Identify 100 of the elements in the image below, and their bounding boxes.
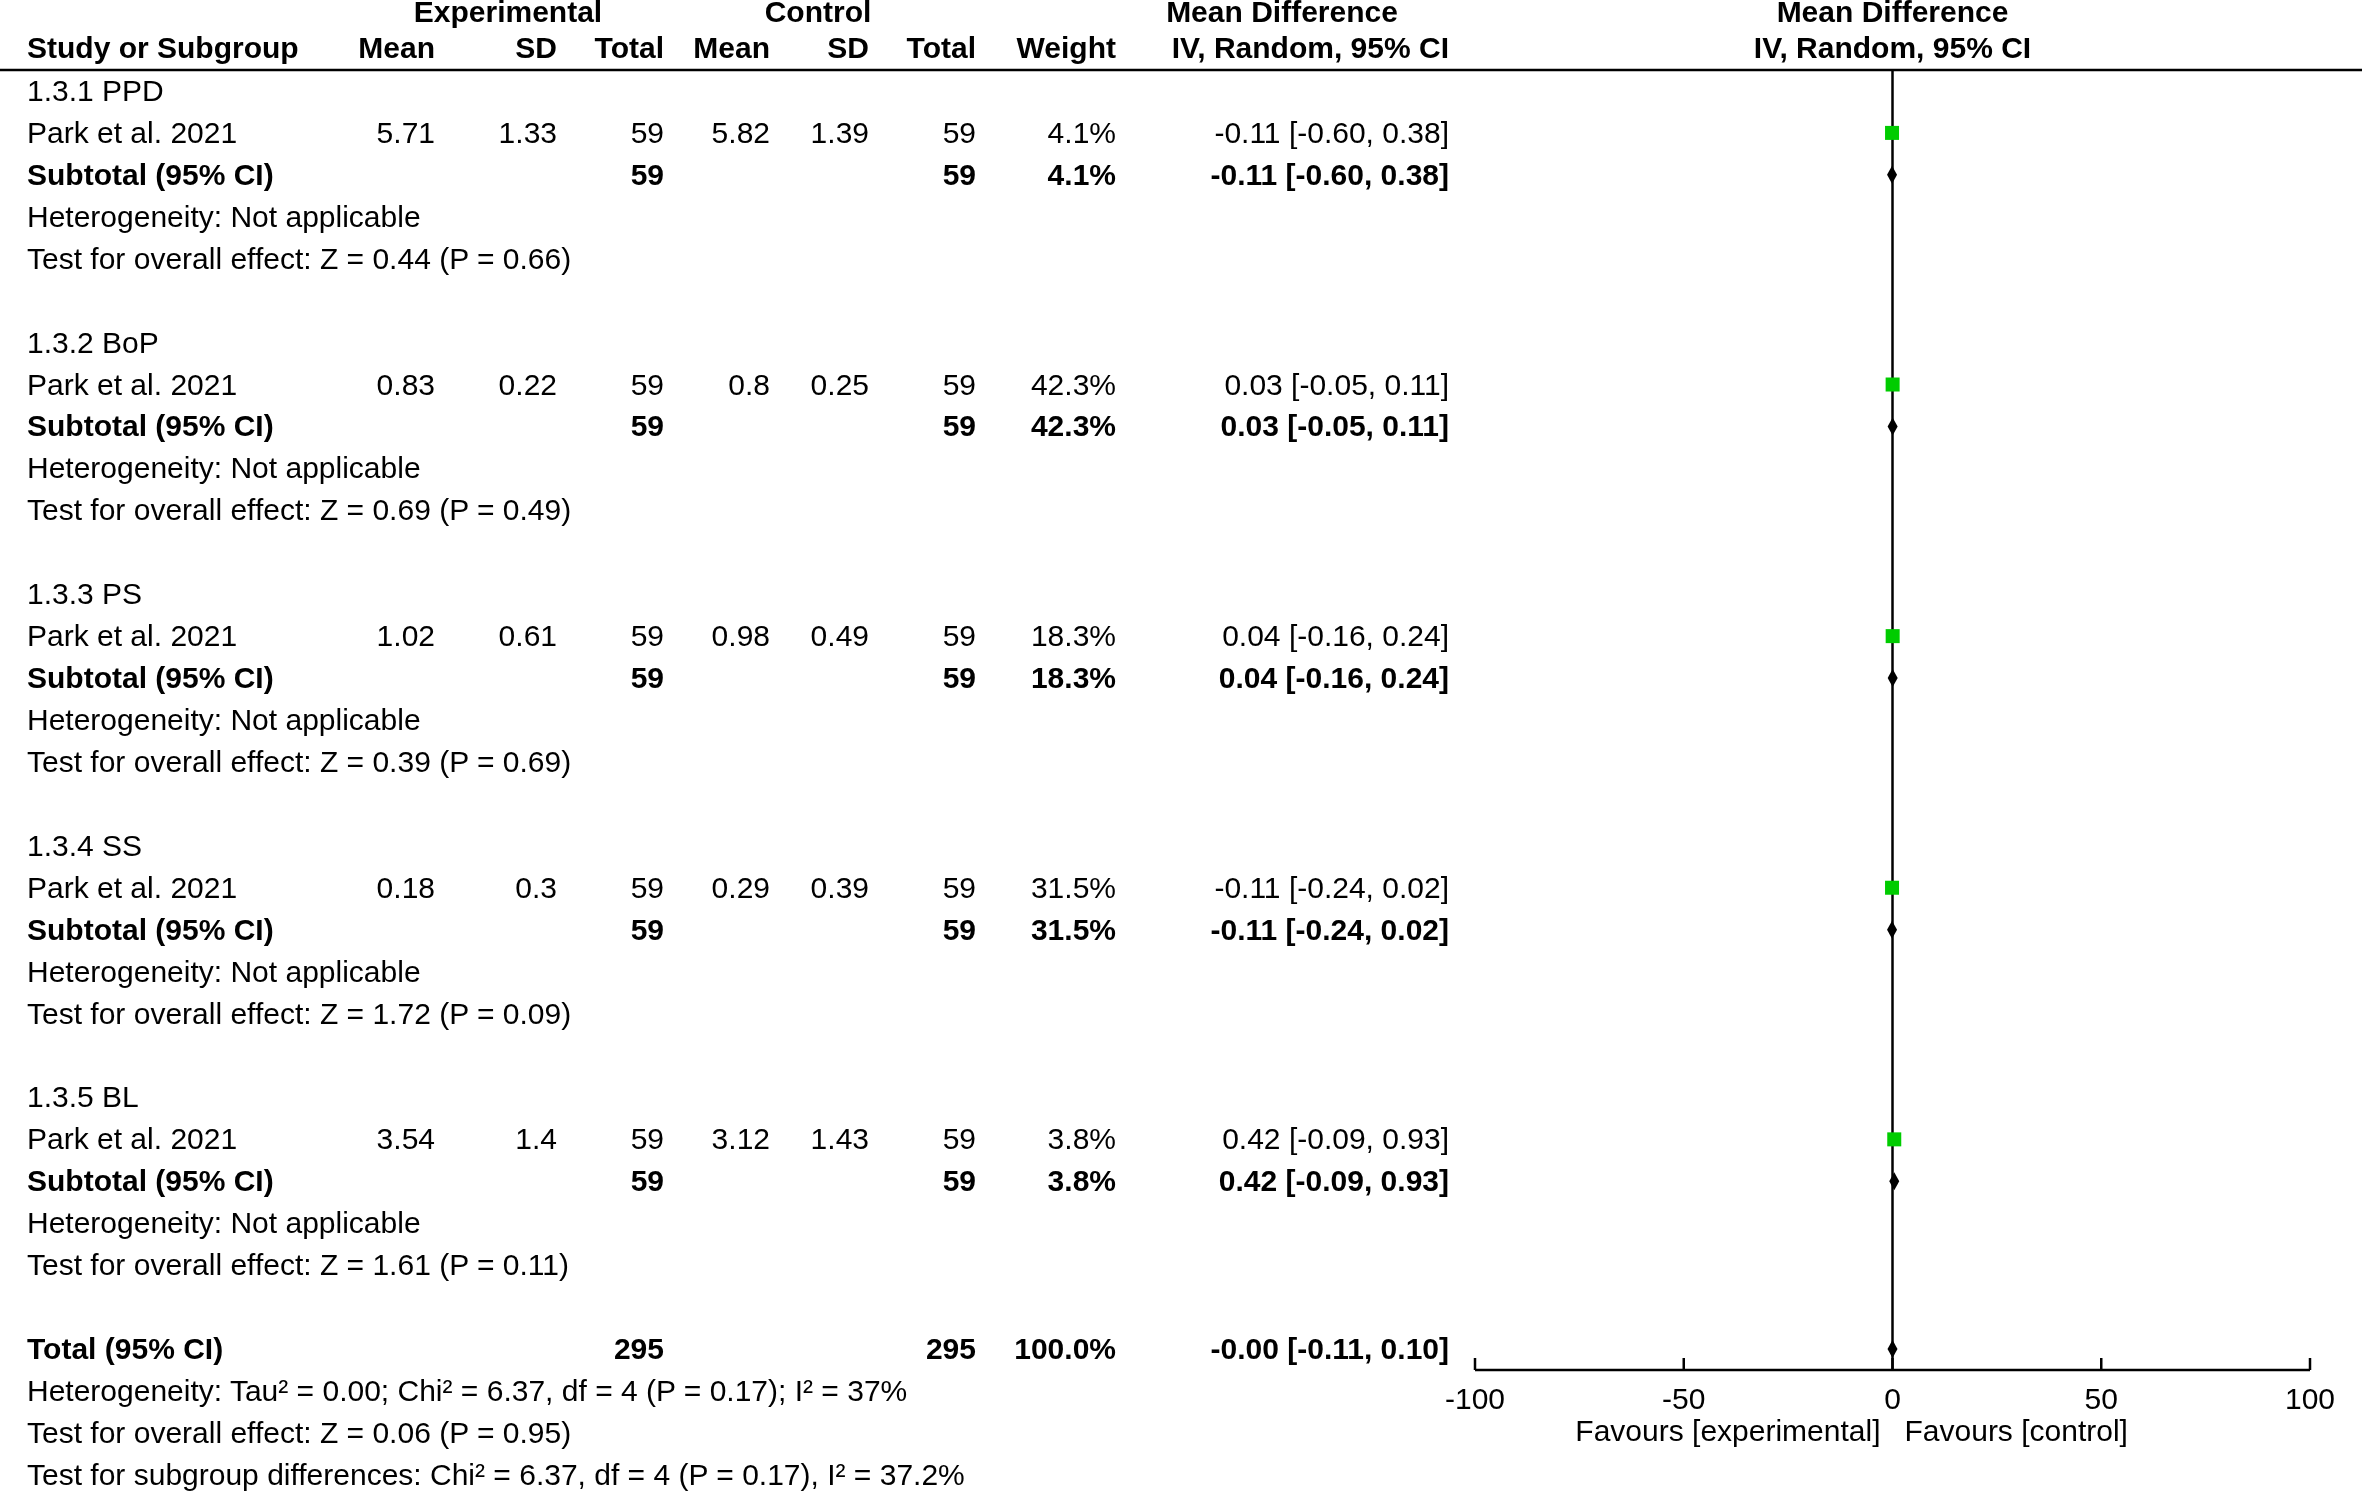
- text: 31.5%: [1030, 912, 1116, 946]
- text: 0.42 [-0.09, 0.93]: [1218, 1164, 1449, 1198]
- text: 3.8%: [1047, 1122, 1116, 1156]
- text: 59: [630, 409, 664, 443]
- text: Test for overall effect: Z = 0.69 (P = 0.49): [27, 493, 572, 527]
- text: Test for overall effect: Z = 1.72 (P = 0.09): [27, 996, 572, 1030]
- x-tick-label: 50: [2084, 1382, 2118, 1415]
- text: -0.11 [-0.24, 0.02]: [1210, 912, 1449, 946]
- text: 18.3%: [1030, 661, 1116, 695]
- text: 59: [630, 367, 664, 401]
- chart-subtitle: IV, Random, 95% CI: [1753, 31, 2032, 64]
- text: 5.82: [711, 115, 770, 149]
- text: 295: [613, 1332, 664, 1366]
- text: Subtotal (95% CI): [27, 1164, 274, 1198]
- text: 0.61: [498, 619, 557, 653]
- text: 1.3.2 BoP: [27, 325, 159, 359]
- text: 0.22: [498, 367, 557, 401]
- text: Total (95% CI): [27, 1332, 224, 1366]
- category-label: Study or Subgroup: [27, 31, 299, 64]
- text: 0.04 [-0.16, 0.24]: [1218, 661, 1449, 695]
- text: Favours [control]: [1904, 1414, 2128, 1447]
- text: 1.4: [515, 1122, 557, 1156]
- x-tick-label: -50: [1662, 1382, 1706, 1415]
- text: Experimental: [413, 0, 603, 28]
- text: 295: [925, 1332, 976, 1366]
- text: Subtotal (95% CI): [27, 912, 274, 946]
- text: Park et al. 2021: [27, 1122, 238, 1156]
- text: 1.39: [810, 115, 869, 149]
- text: 59: [630, 619, 664, 653]
- text: Test for overall effect: Z = 0.44 (P = 0.66): [27, 241, 572, 275]
- text: -0.00 [-0.11, 0.10]: [1210, 1332, 1449, 1366]
- text: Heterogeneity: Not applicable: [27, 703, 421, 736]
- text: 0.8: [728, 367, 770, 401]
- category-label: SD: [515, 31, 557, 64]
- text: 0.04 [-0.16, 0.24]: [1222, 619, 1449, 653]
- text: 59: [942, 619, 976, 653]
- text: Heterogeneity: Not applicable: [27, 199, 421, 233]
- text: 59: [942, 1122, 976, 1156]
- text: 59: [942, 912, 976, 946]
- text: 59: [942, 409, 976, 443]
- category-label: Weight: [1016, 31, 1117, 64]
- text: 59: [630, 870, 664, 904]
- text: Subtotal (95% CI): [27, 661, 274, 695]
- text: Mean Difference: [1166, 0, 1398, 28]
- text: 59: [942, 661, 976, 695]
- text: 59: [630, 115, 664, 149]
- text: Heterogeneity: Not applicable: [27, 954, 421, 988]
- text: 1.3.4 SS: [27, 828, 143, 862]
- category-label: SD: [827, 31, 869, 64]
- text: 4.1%: [1047, 157, 1116, 191]
- text: 1.02: [376, 619, 435, 653]
- category-label: Mean: [693, 31, 770, 64]
- text: 59: [630, 1122, 664, 1156]
- text: 1.33: [498, 115, 557, 149]
- text: Heterogeneity: Tau² = 0.00; Chi² = 6.37, df = 4 (P = 0.17); I² = 37%: [27, 1373, 908, 1407]
- x-tick-label: 100: [2284, 1382, 2336, 1415]
- text: Subtotal (95% CI): [27, 409, 274, 443]
- text: 0.49: [810, 619, 869, 653]
- text: Heterogeneity: Not applicable: [27, 451, 421, 485]
- text: Park et al. 2021: [27, 870, 238, 904]
- category-label: Total: [906, 31, 976, 64]
- category-label: Total: [594, 31, 664, 64]
- text: 59: [942, 870, 976, 904]
- text: 59: [630, 912, 664, 946]
- text: 42.3%: [1030, 409, 1116, 443]
- text: 1.3.5 BL: [27, 1080, 139, 1114]
- text: 59: [630, 1164, 664, 1198]
- text: 0.98: [711, 619, 770, 653]
- text: Park et al. 2021: [27, 367, 238, 401]
- text: 0.29: [711, 870, 770, 904]
- category-label: Mean: [358, 31, 435, 64]
- text: 1.43: [810, 1122, 869, 1156]
- text: -0.11 [-0.60, 0.38]: [1210, 157, 1449, 191]
- text: -0.11 [-0.24, 0.02]: [1214, 870, 1449, 904]
- text: Test for overall effect: Z = 0.06 (P = 0.95): [27, 1415, 572, 1449]
- text: 0.25: [810, 367, 869, 401]
- text: 3.54: [376, 1122, 435, 1156]
- text: 0.03 [-0.05, 0.11]: [1220, 409, 1449, 443]
- text: Test for overall effect: Z = 0.39 (P = 0.69): [27, 744, 572, 778]
- text: 4.1%: [1047, 115, 1116, 149]
- text: Test for subgroup differences: Chi² = 6.37, df = 4 (P = 0.17), I² = 37.2%: [27, 1457, 965, 1491]
- text: Heterogeneity: Not applicable: [27, 1206, 421, 1240]
- text: 59: [942, 1164, 976, 1198]
- text: 1.3.3 PS: [27, 577, 143, 611]
- text: 0.83: [376, 367, 435, 401]
- text: 31.5%: [1030, 870, 1116, 904]
- text: Test for overall effect: Z = 1.61 (P = 0.11): [27, 1248, 569, 1282]
- text: 59: [942, 115, 976, 149]
- text: 3.12: [711, 1122, 770, 1156]
- text: Subtotal (95% CI): [27, 157, 274, 191]
- text: 59: [630, 661, 664, 695]
- text: Favours [experimental]: [1575, 1414, 1881, 1447]
- text: Park et al. 2021: [27, 619, 238, 653]
- text: 0.18: [376, 870, 435, 904]
- chart-title: Mean Difference: [1776, 0, 2009, 28]
- text: 18.3%: [1030, 619, 1116, 653]
- text: 0.03 [-0.05, 0.11]: [1224, 367, 1449, 401]
- text: 5.71: [376, 115, 435, 149]
- text: 3.8%: [1047, 1164, 1116, 1198]
- x-tick-label: -100: [1444, 1382, 1506, 1415]
